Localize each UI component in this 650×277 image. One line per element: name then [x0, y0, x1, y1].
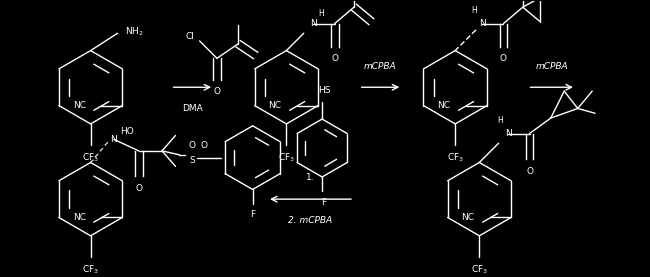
Text: CF$_3$: CF$_3$ [471, 263, 488, 276]
Text: NC: NC [268, 101, 281, 110]
Text: Cl: Cl [185, 32, 194, 41]
Text: mCPBA: mCPBA [364, 61, 396, 71]
Text: N: N [505, 129, 512, 138]
Text: NH$_2$: NH$_2$ [125, 25, 143, 38]
Text: CF$_3$: CF$_3$ [82, 263, 99, 276]
Text: O: O [526, 167, 533, 176]
Text: HO: HO [120, 127, 134, 136]
Text: H: H [472, 6, 477, 15]
Text: O: O [201, 141, 208, 150]
Text: NC: NC [462, 213, 474, 222]
Text: mCPBA: mCPBA [536, 61, 568, 71]
Text: HS: HS [318, 86, 330, 95]
Text: N: N [111, 135, 117, 144]
Text: F: F [250, 210, 255, 219]
Text: DMA: DMA [182, 104, 203, 113]
Text: O: O [135, 184, 142, 193]
Text: 1.: 1. [306, 173, 315, 183]
Text: NC: NC [73, 101, 86, 110]
Text: CF$_3$: CF$_3$ [447, 152, 463, 164]
Text: F: F [322, 198, 326, 207]
Text: CF$_3$: CF$_3$ [278, 152, 295, 164]
Text: CF$_3$: CF$_3$ [82, 152, 99, 164]
Text: N: N [310, 19, 317, 28]
Text: O: O [213, 87, 220, 96]
Text: NC: NC [437, 101, 450, 110]
Text: S: S [189, 156, 195, 165]
Text: 2. mCPBA: 2. mCPBA [289, 216, 333, 225]
Text: H: H [318, 9, 324, 19]
Text: NC: NC [73, 213, 86, 222]
Text: O: O [331, 54, 338, 63]
Text: O: O [188, 141, 196, 150]
Text: N: N [479, 19, 486, 28]
Text: H: H [498, 116, 504, 125]
Text: O: O [500, 54, 507, 63]
